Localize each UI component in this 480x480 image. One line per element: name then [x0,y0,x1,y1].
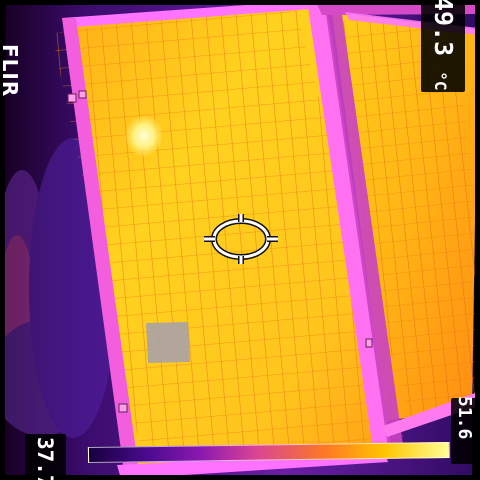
center-temperature-value: 49.3 [429,0,458,56]
scale-max-readout: 51.6 [452,396,476,460]
scale-min-readout: 37.7 [32,437,58,480]
brand-label: FLIR [0,44,22,97]
flir-logo-icon: FLIR [0,44,24,88]
cell-anomaly-icon [146,322,190,363]
temperature-unit: °C [431,71,450,90]
scale-max-value: 51.6 [454,396,475,439]
crosshair-spot-meter-icon [204,214,278,264]
scale-min-value: 37.7 [33,437,57,480]
center-temperature-readout: 49.3 °C [422,0,464,94]
hot-spot-highlight-icon [126,116,162,156]
